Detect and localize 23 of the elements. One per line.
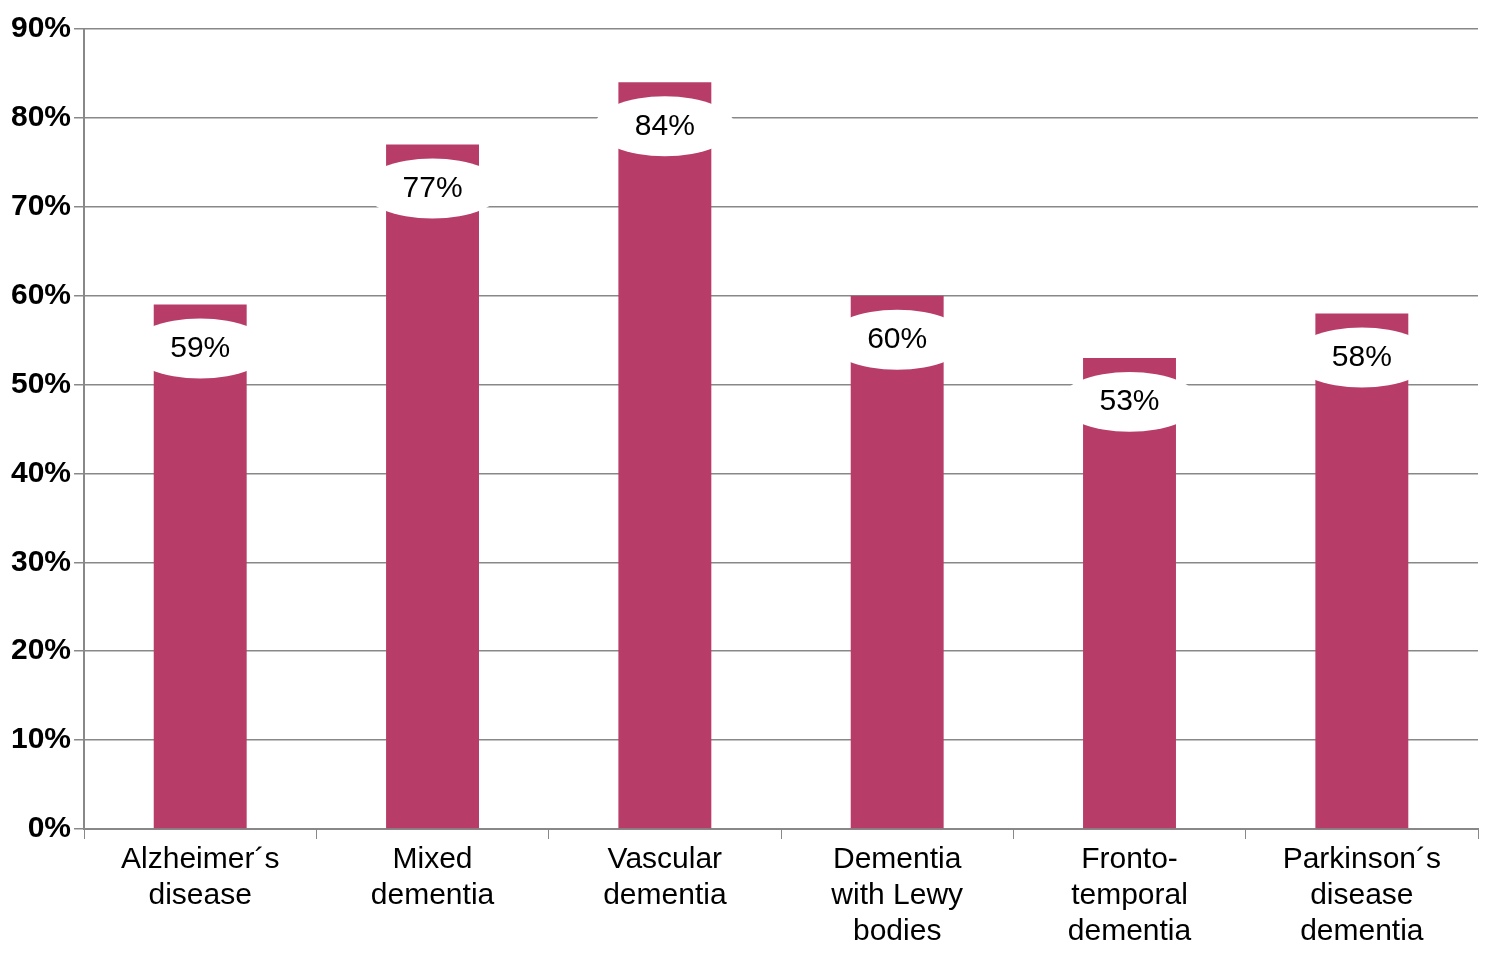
x-tick-label: Parkinson´s disease dementia	[1282, 841, 1442, 947]
y-tick-label: 0%	[27, 810, 72, 844]
x-tick-label: Dementia with Lewy bodies	[830, 841, 964, 947]
y-tick-label: 70%	[11, 188, 72, 222]
y-tick-label: 40%	[11, 454, 72, 488]
data-label: 59%	[170, 329, 231, 363]
x-tick-label: Fronto-temporal dementia	[1067, 841, 1192, 947]
y-tick-label: 90%	[11, 10, 72, 44]
data-label: 60%	[867, 320, 928, 354]
data-label: 53%	[1099, 383, 1160, 417]
data-label: 77%	[402, 169, 463, 203]
x-tick-label: Alzheimer´s disease	[121, 841, 280, 911]
data-label: 84%	[634, 107, 695, 141]
y-tick-label: 30%	[11, 543, 72, 577]
bar	[850, 295, 944, 829]
x-tick-label: Vascular dementia	[603, 841, 727, 911]
data-label: 58%	[1331, 338, 1392, 372]
y-tick-label: 10%	[11, 721, 72, 755]
y-tick-label: 60%	[11, 276, 72, 310]
y-tick-label: 80%	[11, 99, 72, 133]
y-tick-label: 50%	[11, 365, 72, 399]
y-tick-label: 20%	[11, 632, 72, 666]
x-tick-label: Mixed dementia	[370, 841, 495, 911]
